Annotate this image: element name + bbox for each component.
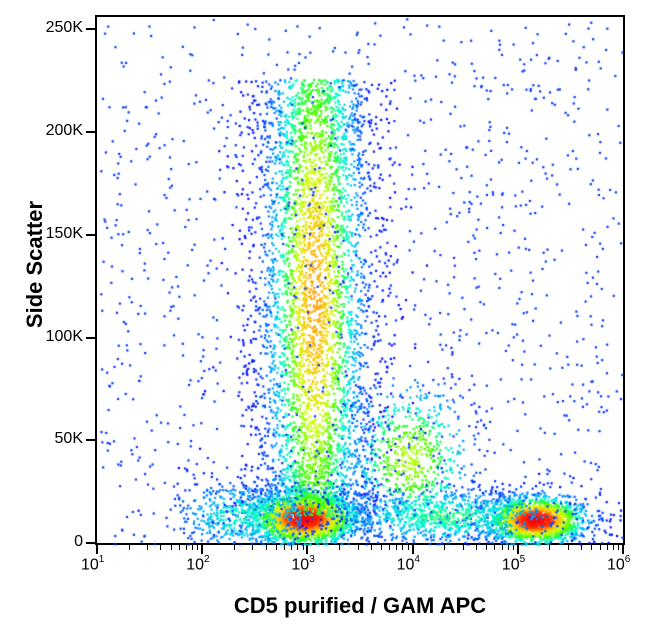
plot-area [95, 15, 625, 545]
x-minor-tick [303, 545, 304, 550]
x-minor-tick [160, 545, 161, 550]
x-minor-tick [266, 545, 267, 550]
x-minor-tick [129, 545, 130, 550]
x-tick-label: 101 [81, 555, 104, 574]
y-tick-label: 200K [46, 122, 83, 140]
x-minor-tick [252, 545, 253, 550]
x-minor-tick [613, 545, 614, 550]
x-tick-label: 104 [397, 555, 420, 574]
x-minor-tick [508, 545, 509, 550]
y-tick [86, 28, 95, 30]
x-tick-label: 103 [291, 555, 314, 574]
x-minor-tick [339, 545, 340, 550]
y-tick-label: 0 [74, 533, 83, 551]
y-tick [86, 337, 95, 339]
x-minor-tick [276, 545, 277, 550]
x-minor-tick [402, 545, 403, 550]
x-minor-tick [444, 545, 445, 550]
x-tick-label: 102 [186, 555, 209, 574]
y-tick-label: 150K [46, 225, 83, 243]
x-minor-tick [147, 545, 148, 550]
x-minor-tick [486, 545, 487, 550]
y-tick-label: 100K [46, 328, 83, 346]
x-tick [306, 545, 308, 554]
x-minor-tick [568, 545, 569, 550]
x-tick [412, 545, 414, 554]
x-minor-tick [581, 545, 582, 550]
x-tick [622, 545, 624, 554]
x-minor-tick [186, 545, 187, 550]
x-minor-tick [549, 545, 550, 550]
x-tick-label: 106 [607, 555, 630, 574]
x-tick [517, 545, 519, 554]
x-minor-tick [179, 545, 180, 550]
x-minor-tick [358, 545, 359, 550]
x-minor-tick [607, 545, 608, 550]
x-axis-label: CD5 purified / GAM APC [95, 593, 625, 619]
y-tick [86, 131, 95, 133]
x-minor-tick [371, 545, 372, 550]
x-minor-tick [284, 545, 285, 550]
x-tick [96, 545, 98, 554]
x-minor-tick [618, 545, 619, 550]
y-tick [86, 234, 95, 236]
flow-cytometry-chart: CD5 purified / GAM APC Side Scatter 101 1… [0, 0, 653, 641]
y-tick [86, 439, 95, 441]
x-minor-tick [463, 545, 464, 550]
y-tick-label: 50K [55, 430, 83, 448]
x-minor-tick [171, 545, 172, 550]
x-minor-tick [591, 545, 592, 550]
x-tick [201, 545, 203, 554]
x-minor-tick [291, 545, 292, 550]
x-minor-tick [197, 545, 198, 550]
x-minor-tick [297, 545, 298, 550]
x-minor-tick [600, 545, 601, 550]
x-minor-tick [389, 545, 390, 550]
x-minor-tick [408, 545, 409, 550]
x-minor-tick [476, 545, 477, 550]
x-minor-tick [381, 545, 382, 550]
y-tick-label: 250K [46, 19, 83, 37]
scatter-canvas [97, 17, 627, 547]
x-minor-tick [234, 545, 235, 550]
x-minor-tick [502, 545, 503, 550]
x-minor-tick [513, 545, 514, 550]
x-minor-tick [494, 545, 495, 550]
x-minor-tick [396, 545, 397, 550]
y-tick [86, 542, 95, 544]
x-minor-tick [192, 545, 193, 550]
y-axis-label: Side Scatter [22, 132, 48, 397]
x-tick-label: 105 [502, 555, 525, 574]
